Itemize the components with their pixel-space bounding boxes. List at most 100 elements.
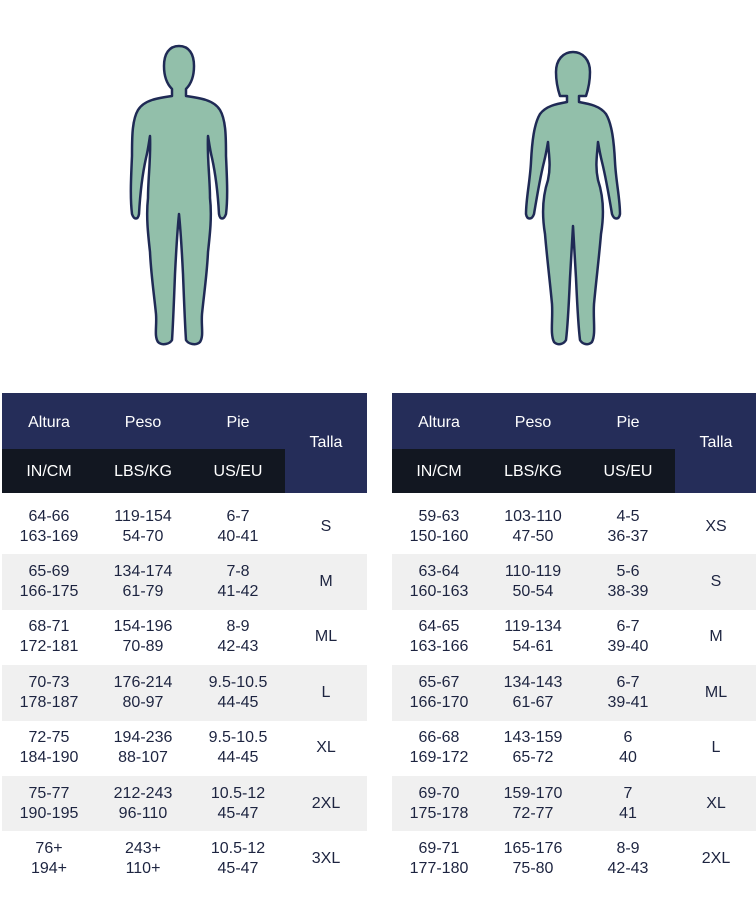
talla-cell: 2XL	[701, 850, 731, 868]
table-row: 76+ 194+ 243+ 110+ 10.5-12 45-47 3XL	[2, 831, 367, 886]
header-talla: Talla	[699, 434, 733, 451]
altura-cell-value: 184-190	[19, 749, 79, 767]
altura-cell: 75-77 190-195	[2, 776, 96, 831]
altura-cell-value: 70-73	[28, 673, 70, 691]
pie-cell-value: 7-8	[226, 563, 250, 581]
peso-cell: 110-119 50-54	[486, 554, 580, 609]
altura-cell-value: 75-77	[28, 784, 70, 802]
talla-cell: M	[319, 573, 333, 591]
altura-cell-value: 166-175	[19, 583, 79, 601]
peso-cell: 243+ 110+	[96, 831, 190, 886]
talla-cell: XS	[705, 517, 727, 535]
talla-cell: ML	[314, 628, 338, 646]
peso-cell-value: 119-134	[504, 618, 562, 636]
male-body-figure	[118, 38, 240, 348]
table-row: 65-67 166-170 134-143 61-67 6-7 39-41 ML	[392, 665, 756, 721]
talla-cell: 2XL	[311, 794, 341, 812]
table-row: 59-63 150-160 103-110 47-50 4-5 36-37 XS	[392, 499, 756, 554]
peso-cell-value: 75-80	[512, 860, 554, 878]
table-row: 64-66 163-169 119-154 54-70 6-7 40-41 S	[2, 499, 367, 554]
peso-cell-value: 65-72	[512, 749, 554, 767]
peso-cell-value: 110-119	[504, 563, 562, 581]
peso-cell-value: 134-174	[113, 563, 173, 581]
pie-cell-value: 5-6	[616, 563, 640, 581]
female-silhouette-icon	[524, 50, 622, 346]
pie-cell-value: 39-40	[607, 638, 649, 656]
altura-cell: 59-63 150-160	[392, 499, 486, 554]
altura-cell-value: 194+	[30, 860, 68, 878]
altura-cell: 76+ 194+	[2, 831, 96, 886]
pie-cell: 10.5-12 45-47	[191, 776, 285, 831]
peso-cell-value: 154-196	[113, 618, 173, 636]
altura-cell: 63-64 160-163	[392, 554, 486, 609]
peso-cell-value: 61-79	[122, 583, 164, 601]
altura-cell: 72-75 184-190	[2, 721, 96, 776]
pie-cell-value: 8-9	[616, 840, 640, 858]
peso-cell: 119-134 54-61	[486, 610, 580, 665]
peso-cell-value: 176-214	[113, 673, 173, 691]
pie-cell-value: 41	[619, 804, 637, 822]
altura-cell-value: 68-71	[28, 618, 70, 636]
altura-cell: 68-71 172-181	[2, 610, 96, 665]
altura-cell-value: 160-163	[409, 583, 469, 601]
peso-cell: 194-236 88-107	[96, 721, 190, 776]
pie-cell-value: 39-41	[607, 693, 649, 711]
altura-cell-value: 150-160	[409, 527, 469, 545]
peso-cell: 119-154 54-70	[96, 499, 190, 554]
header-talla: Talla	[309, 434, 343, 451]
header-lbs-kg: LBS/KG	[114, 463, 172, 480]
pie-cell: 7-8 41-42	[191, 554, 285, 609]
pie-cell-value: 9.5-10.5	[208, 729, 268, 747]
altura-cell-value: 64-65	[418, 618, 460, 636]
pie-cell: 6-7 39-40	[581, 610, 675, 665]
altura-cell: 66-68 169-172	[392, 721, 486, 776]
table-row: 72-75 184-190 194-236 88-107 9.5-10.5 44-45 XL	[2, 721, 367, 776]
peso-cell: 165-176 75-80	[486, 831, 580, 886]
pie-cell-value: 42-43	[607, 860, 649, 878]
pie-cell: 9.5-10.5 44-45	[191, 721, 285, 776]
altura-cell-value: 63-64	[418, 563, 460, 581]
peso-cell: 143-159 65-72	[486, 721, 580, 776]
women-table-header: Altura Peso Pie IN/CM LBS/KG US/EU Talla	[392, 393, 756, 493]
pie-cell-value: 38-39	[607, 583, 649, 601]
peso-cell-value: 54-61	[512, 638, 554, 656]
pie-cell-value: 6-7	[616, 618, 640, 636]
pie-cell: 4-5 36-37	[581, 499, 675, 554]
pie-cell: 6-7 39-41	[581, 665, 675, 720]
header-in-cm: IN/CM	[26, 463, 72, 480]
pie-cell: 6 40	[581, 721, 675, 776]
peso-cell-value: 134-143	[503, 673, 563, 691]
peso-cell: 212-243 96-110	[96, 776, 190, 831]
header-us-eu: US/EU	[213, 463, 263, 480]
peso-cell-value: 61-67	[512, 693, 554, 711]
peso-cell-value: 103-110	[504, 507, 562, 525]
men-table-body: 64-66 163-169 119-154 54-70 6-7 40-41 S 65-69 16…	[2, 499, 367, 887]
header-peso: Peso	[124, 414, 162, 431]
peso-cell-value: 47-50	[512, 527, 554, 545]
header-us-eu: US/EU	[603, 463, 653, 480]
peso-cell-value: 165-176	[503, 840, 563, 858]
pie-cell-value: 7	[623, 784, 633, 802]
pie-cell-value: 36-37	[607, 527, 649, 545]
table-row: 64-65 163-166 119-134 54-61 6-7 39-40 M	[392, 610, 756, 665]
talla-cell: 3XL	[311, 850, 341, 868]
altura-cell: 69-71 177-180	[392, 831, 486, 886]
peso-cell: 154-196 70-89	[96, 610, 190, 665]
pie-cell-value: 10.5-12	[210, 784, 266, 802]
altura-cell-value: 66-68	[418, 729, 460, 747]
table-row: 66-68 169-172 143-159 65-72 6 40 L	[392, 721, 756, 776]
altura-cell: 69-70 175-178	[392, 776, 486, 831]
altura-cell-value: 177-180	[409, 860, 469, 878]
women-table-body: 59-63 150-160 103-110 47-50 4-5 36-37 XS 63-64 1…	[392, 499, 756, 887]
pie-cell-value: 45-47	[217, 860, 259, 878]
peso-cell: 159-170 72-77	[486, 776, 580, 831]
talla-cell: XL	[316, 739, 336, 757]
altura-cell-value: 166-170	[409, 693, 469, 711]
pie-cell-value: 6	[623, 729, 633, 747]
altura-cell-value: 76+	[35, 840, 63, 858]
pie-cell-value: 40-41	[217, 527, 259, 545]
altura-cell: 65-69 166-175	[2, 554, 96, 609]
altura-cell-value: 65-69	[28, 563, 70, 581]
pie-cell-value: 42-43	[217, 638, 259, 656]
pie-cell-value: 41-42	[217, 583, 259, 601]
